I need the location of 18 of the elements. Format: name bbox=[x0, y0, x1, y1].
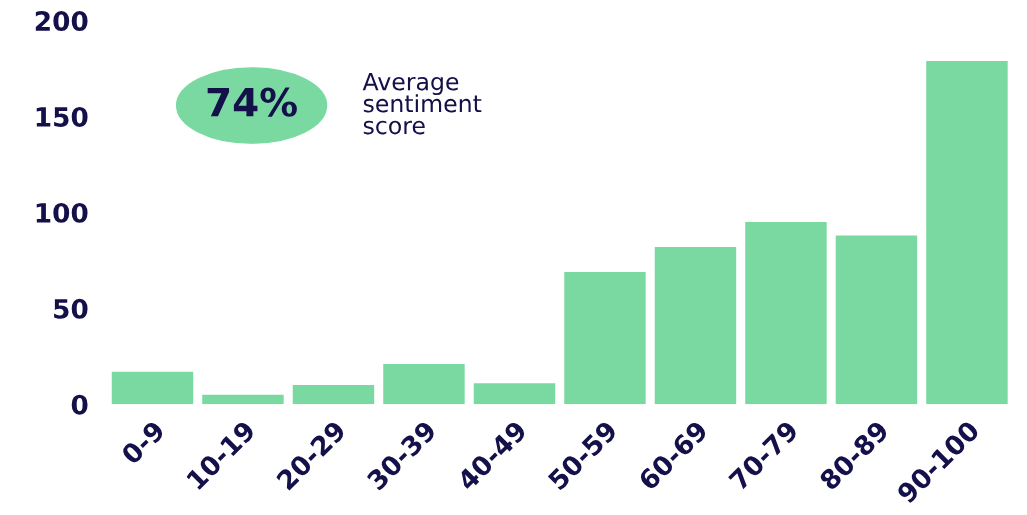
bar bbox=[202, 394, 284, 405]
bar bbox=[835, 235, 918, 405]
bar bbox=[473, 383, 556, 405]
annotation: Average sentiment score bbox=[362, 72, 482, 135]
y-tick-label: 200 bbox=[35, 11, 88, 31]
x-tick-label: 0-9 bbox=[119, 419, 166, 466]
y-tick-label: 50 bbox=[54, 298, 88, 319]
bar bbox=[564, 271, 646, 405]
bar bbox=[654, 246, 737, 405]
bar bbox=[111, 371, 194, 405]
bar bbox=[745, 222, 827, 405]
y-tick-label: 100 bbox=[36, 202, 88, 223]
annotation: 74% bbox=[207, 87, 297, 117]
bar bbox=[383, 363, 465, 405]
y-tick-label: 0 bbox=[71, 394, 88, 415]
bar bbox=[926, 60, 1008, 405]
bar bbox=[292, 385, 375, 405]
y-tick-label: 150 bbox=[36, 106, 88, 127]
